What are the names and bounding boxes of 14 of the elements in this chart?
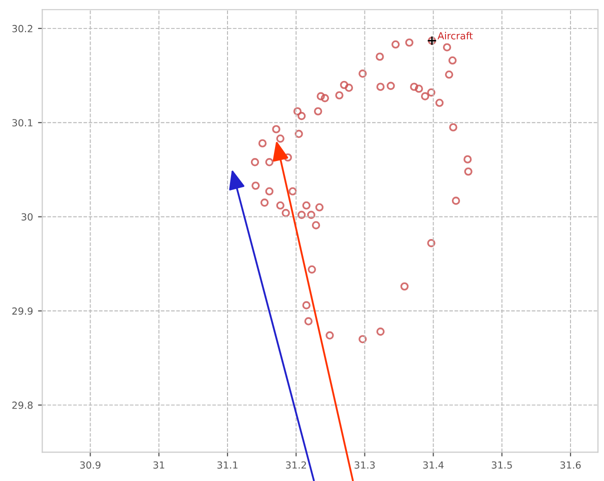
x-tick-label: 31.1 xyxy=(217,461,238,469)
y-tick-label: 30 xyxy=(22,213,33,221)
annotation: Aircraft xyxy=(438,32,473,40)
x-tick-label: 31.5 xyxy=(492,461,512,469)
y-tick-label: 29.8 xyxy=(12,402,33,409)
x-tick-label: 31.4 xyxy=(423,461,444,469)
x-tick-label: 31.2 xyxy=(286,461,306,469)
y-tick-label: 30.2 xyxy=(12,24,32,32)
y-tick-label: 30.1 xyxy=(12,119,32,126)
x-tick-label: 31 xyxy=(153,461,164,469)
x-tick-label: 31.6 xyxy=(560,461,581,469)
x-tick-label: 30.9 xyxy=(80,461,100,469)
y-tick-label: 29.9 xyxy=(12,307,33,315)
x-tick-label: 31.3 xyxy=(354,461,375,469)
